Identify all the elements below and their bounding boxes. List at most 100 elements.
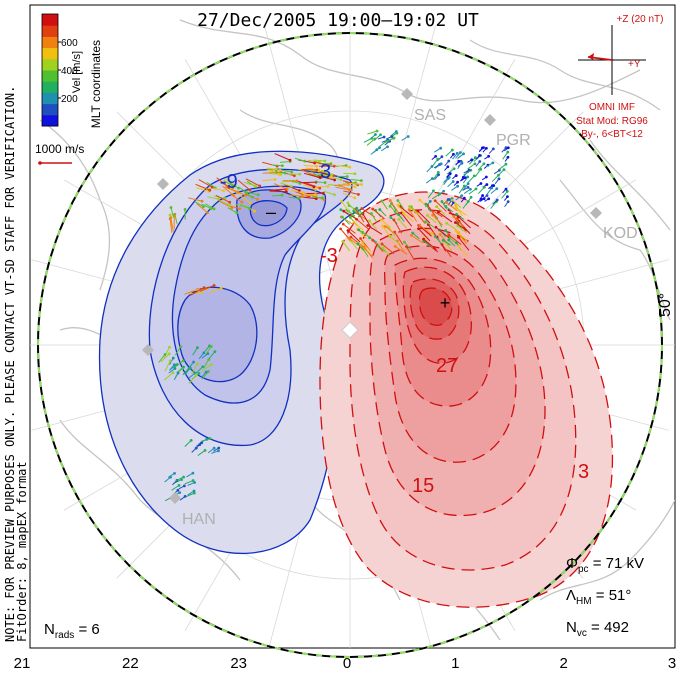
map-title: 27/Dec/2005 19:00–19:02 UT <box>197 10 479 31</box>
contour-label: 27 <box>436 355 458 377</box>
velocity-vector-origin <box>418 224 421 227</box>
velocity-vector-origin <box>258 185 261 188</box>
velocity-vector-origin <box>431 214 434 217</box>
velocity-vector-origin <box>451 199 454 202</box>
velocity-vector-origin <box>361 241 364 244</box>
velocity-vector-origin <box>172 371 175 374</box>
velocity-vector-origin <box>422 238 425 241</box>
velocity-vector-origin <box>407 135 410 138</box>
velocity-vector-origin <box>478 154 481 157</box>
velocity-vector-origin <box>201 200 204 203</box>
velocity-vector-origin <box>290 171 293 174</box>
velocity-vector-origin <box>308 195 311 198</box>
velocity-vector-origin <box>183 484 186 487</box>
velocity-vector-origin <box>195 447 198 450</box>
velocity-vector-origin <box>285 190 288 193</box>
fit-order: FitOrder: 8, mapEX format <box>15 461 29 642</box>
velocity-vector-origin <box>431 177 434 180</box>
stat-model-condition: By-, 6<BT<12 <box>581 129 643 140</box>
velocity-vector-origin <box>440 155 443 158</box>
velocity-vector-origin <box>359 237 362 240</box>
velocity-vector-origin <box>379 133 382 136</box>
velocity-vector-origin <box>244 194 247 197</box>
velocity-vector-origin <box>321 196 324 199</box>
velocity-vector-origin <box>370 212 373 215</box>
velocity-vector-origin <box>446 165 449 168</box>
velocity-vector-origin <box>495 187 498 190</box>
velocity-vector-origin <box>371 239 374 242</box>
velocity-vector-origin <box>355 207 358 210</box>
velocity-vector-origin <box>357 193 360 196</box>
velocity-vector-origin <box>507 156 510 159</box>
velocity-vector-origin <box>455 206 458 209</box>
velocity-vector-origin <box>431 165 434 168</box>
velocity-vector-origin <box>437 171 440 174</box>
velocity-vector-origin <box>470 196 473 199</box>
velocity-vector-origin <box>492 184 495 187</box>
velocity-vector-origin <box>467 182 470 185</box>
velocity-vector-origin <box>340 178 343 181</box>
velocity-vector-origin <box>208 189 211 192</box>
velocity-vector-origin <box>507 200 510 203</box>
velocity-vector-origin <box>286 188 289 191</box>
scale-vector-origin <box>38 161 42 165</box>
velocity-vector-origin <box>248 207 251 210</box>
velocity-vector-origin <box>481 194 484 197</box>
velocity-vector-origin <box>182 366 185 369</box>
colorbar-segment <box>42 14 58 26</box>
velocity-vector-origin <box>371 137 374 140</box>
velocity-vector-origin <box>342 210 345 213</box>
velocity-vector-origin <box>341 216 344 219</box>
velocity-vector-origin <box>447 239 450 242</box>
velocity-vector-origin <box>466 176 469 179</box>
velocity-vector-origin <box>440 162 443 165</box>
velocity-vector-origin <box>368 220 371 223</box>
velocity-vector-origin <box>444 205 447 208</box>
colorbar-label: Vel [m/s] <box>71 51 83 93</box>
velocity-vector-origin <box>213 447 216 450</box>
velocity-vector-origin <box>354 185 357 188</box>
velocity-vector-origin <box>435 205 438 208</box>
potential-min-marker: – <box>266 202 276 222</box>
mlt-tick-label: 21 <box>14 655 31 672</box>
velocity-vector-origin <box>402 212 405 215</box>
velocity-vector-origin <box>436 158 439 161</box>
colorbar-tick-label: 200 <box>61 94 78 105</box>
velocity-vector-origin <box>487 197 490 200</box>
velocity-vector-origin <box>408 205 411 208</box>
velocity-vector-origin <box>505 163 508 166</box>
velocity-vector-origin <box>356 243 359 246</box>
velocity-vector-origin <box>393 137 396 140</box>
velocity-vector-origin <box>468 169 471 172</box>
velocity-vector-origin <box>485 176 488 179</box>
velocity-vector-origin <box>169 360 172 363</box>
velocity-vector-origin <box>463 197 466 200</box>
velocity-vector-origin <box>174 367 177 370</box>
contour-label: 3 <box>578 461 589 483</box>
velocity-vector-origin <box>374 133 377 136</box>
velocity-vector-origin <box>289 159 292 162</box>
velocity-vector-origin <box>417 227 420 230</box>
velocity-vector-origin <box>281 164 284 167</box>
velocity-vector-origin <box>214 350 217 353</box>
velocity-vector-origin <box>293 174 296 177</box>
velocity-vector-origin <box>397 218 400 221</box>
velocity-vector-origin <box>192 361 195 364</box>
velocity-vector-origin <box>485 183 488 186</box>
velocity-vector-origin <box>347 202 350 205</box>
velocity-vector-origin <box>326 185 329 188</box>
velocity-vector-origin <box>196 346 199 349</box>
velocity-vector-origin <box>460 194 463 197</box>
velocity-vector-origin <box>176 363 179 366</box>
velocity-vector-origin <box>202 351 205 354</box>
velocity-vector-origin <box>353 197 356 200</box>
station-label: PGR <box>496 132 531 149</box>
velocity-vector-origin <box>405 245 408 248</box>
velocity-vector-origin <box>503 168 506 171</box>
stat-model: Stat Mod: RG96 <box>576 116 648 127</box>
velocity-vector-origin <box>447 160 450 163</box>
velocity-vector-origin <box>173 472 176 475</box>
velocity-vector-origin <box>505 188 508 191</box>
velocity-vector-origin <box>184 208 187 211</box>
